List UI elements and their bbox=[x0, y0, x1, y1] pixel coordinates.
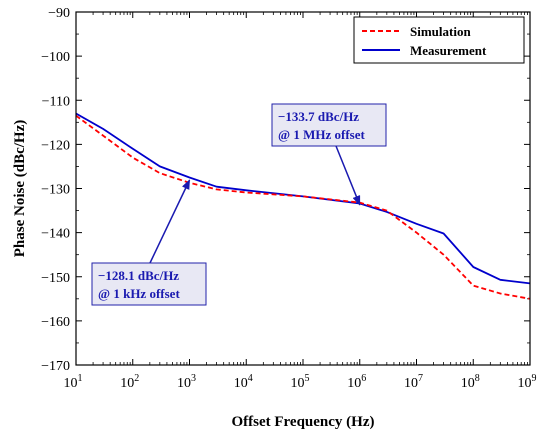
x-tick-label: 101 bbox=[64, 373, 83, 391]
annotations: −128.1 dBc/Hz @ 1 kHz offset −133.7 dBc/Hz… bbox=[91, 103, 387, 306]
series-line-simulation bbox=[75, 114, 531, 300]
series-line-measurement bbox=[75, 112, 531, 285]
tick-labels: 101 102 103 104 105 106 107 108 109 −90 −100 −110 −1… bbox=[41, 6, 536, 391]
y-tick-label: −90 bbox=[48, 6, 70, 21]
series-layer bbox=[75, 112, 531, 300]
x-tick-label: 106 bbox=[347, 373, 366, 391]
legend-label-simulation: Simulation bbox=[410, 24, 471, 39]
legend-box bbox=[353, 16, 525, 64]
y-tick-label: −130 bbox=[41, 183, 70, 198]
x-tick-label: 104 bbox=[234, 373, 253, 391]
x-tick-label: 107 bbox=[404, 373, 423, 391]
annotation-line1: −128.1 dBc/Hz bbox=[98, 268, 179, 283]
annotation-box bbox=[271, 103, 387, 147]
annotation-arrow bbox=[149, 179, 191, 264]
x-axis-title: Offset Frequency (Hz) bbox=[231, 414, 374, 430]
x-tick-label: 102 bbox=[120, 373, 139, 391]
x-tick-label: 109 bbox=[518, 373, 537, 391]
legend-label-measurement: Measurement bbox=[410, 43, 487, 58]
y-axis-title: Phase Noise (dBc/Hz) bbox=[12, 120, 28, 257]
plot-frame bbox=[75, 11, 531, 366]
annotation-line2: @ 1 kHz offset bbox=[98, 286, 180, 301]
y-tick-label: −160 bbox=[41, 315, 70, 330]
x-tick-label: 103 bbox=[177, 373, 196, 391]
y-tick-label: −140 bbox=[41, 227, 70, 242]
y-tick-label: −120 bbox=[41, 138, 70, 153]
annotation-arrow bbox=[335, 145, 361, 206]
y-tick-label: −100 bbox=[41, 50, 70, 65]
legend: Simulation Measurement bbox=[353, 16, 525, 64]
y-tick-label: −110 bbox=[42, 94, 70, 109]
annotation-box bbox=[91, 262, 207, 306]
y-tick-label: −150 bbox=[41, 271, 70, 286]
annotation-line1: −133.7 dBc/Hz bbox=[278, 109, 359, 124]
axis-ticks bbox=[75, 11, 531, 366]
y-tick-label: −170 bbox=[41, 359, 70, 374]
annotation-line2: @ 1 MHz offset bbox=[278, 127, 365, 142]
x-tick-label: 105 bbox=[291, 373, 310, 391]
x-tick-label: 108 bbox=[461, 373, 480, 391]
